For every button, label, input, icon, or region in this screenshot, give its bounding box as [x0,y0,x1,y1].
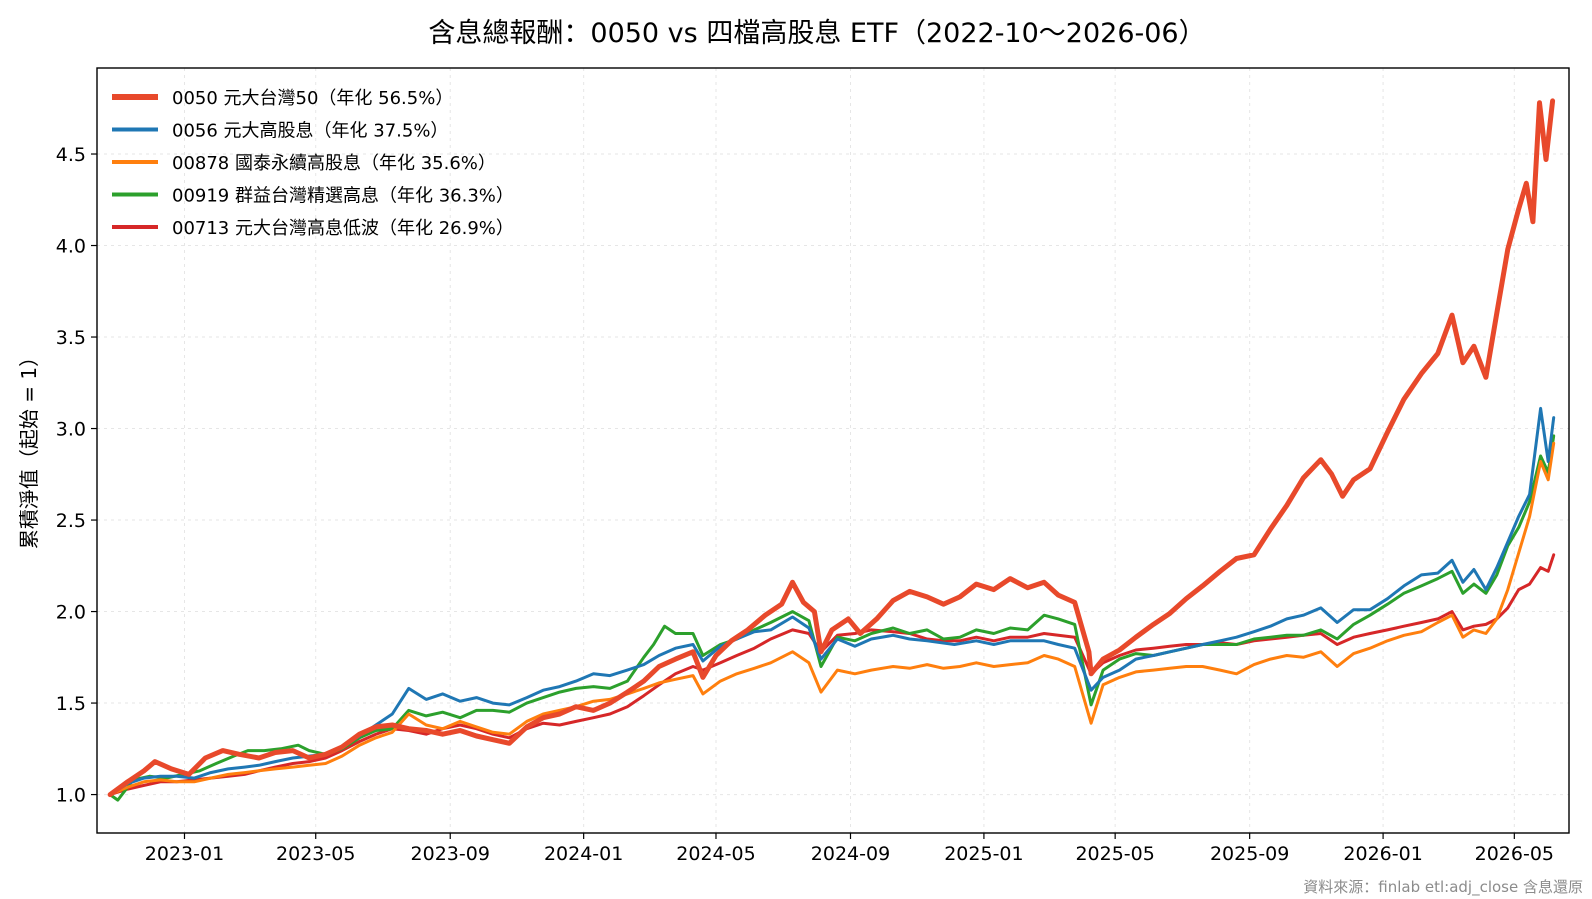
x-tick-label: 2023-09 [411,843,490,865]
x-tick-label: 2026-05 [1475,843,1554,865]
y-tick-label: 2.5 [56,510,86,532]
x-tick-label: 2025-01 [944,843,1023,865]
x-tick-label: 2024-01 [544,843,623,865]
series-line [108,406,1556,797]
y-tick-label: 1.0 [56,785,86,807]
x-tick-label: 2023-05 [276,843,355,865]
y-tick-label: 4.0 [56,236,86,258]
source-note: 資料來源：finlab etl:adj_close 含息還原 [1303,878,1583,897]
y-tick-label: 2.0 [56,602,86,624]
grid-lines [97,68,1569,833]
plot-frame [96,67,1570,834]
series-line [107,98,1556,798]
chart-title: 含息總報酬：0050 vs 四檔高股息 ETF（2022-10～2026-06） [428,18,1205,49]
y-tick-label: 4.5 [56,144,86,166]
x-tick-label: 2026-01 [1343,843,1422,865]
legend-entry: 00919 群益台灣精選高息（年化 36.3%） [172,186,514,207]
legend: 0050 元大台灣50（年化 56.5%） 0056 元大高股息（年化 37.5%… [112,88,514,239]
legend-entry: 00713 元大台灣高息低波（年化 26.9%） [172,218,514,239]
series-line [108,553,1556,797]
series-line [108,441,1556,797]
legend-entry: 0050 元大台灣50（年化 56.5%） [172,88,453,109]
x-tick-label: 2025-05 [1075,843,1154,865]
y-tick-label: 3.0 [56,419,86,441]
x-tick-label: 2023-01 [145,843,224,865]
x-tick-label: 2025-09 [1210,843,1289,865]
x-tick-label: 2024-09 [811,843,890,865]
y-tick-label: 1.5 [56,693,86,715]
legend-entry: 0056 元大高股息（年化 37.5%） [172,121,448,142]
y-axis-ticks: 1.0 1.5 2.0 2.5 3.0 3.5 4.0 4.5 [56,144,97,807]
y-axis-label: 累積淨值（起始 = 1） [17,347,41,549]
legend-entry: 00878 國泰永續高股息（年化 35.6%） [172,153,496,174]
x-axis-ticks: 2023-01 2023-05 2023-09 2024-01 2024-05 2024-… [145,833,1554,865]
y-tick-label: 3.5 [56,327,86,349]
series-lines [107,98,1556,802]
x-tick-label: 2024-05 [676,843,755,865]
